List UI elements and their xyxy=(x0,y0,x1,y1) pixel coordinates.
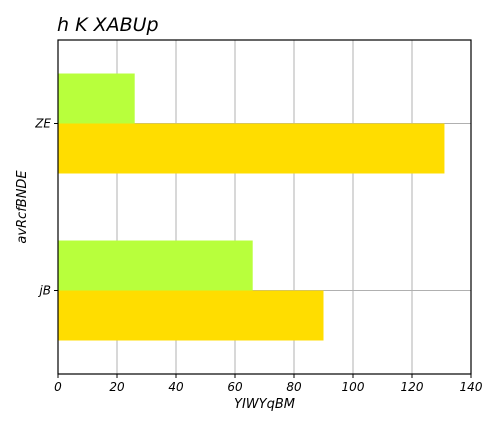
x-tick-label: 20 xyxy=(109,380,125,394)
x-tick-label: 60 xyxy=(227,380,243,394)
bar-series-1-ZE xyxy=(58,73,135,124)
x-tick-label: 140 xyxy=(460,380,483,394)
bar-series-1-jB xyxy=(58,240,253,291)
plot-frame xyxy=(57,39,472,375)
x-axis-label: YIWYqBM xyxy=(234,397,295,412)
axis-ticks: 0 20 40 60 80 100 120 140 ZE jB xyxy=(34,117,483,395)
y-tick-label: ZE xyxy=(34,117,51,131)
x-tick-label: 80 xyxy=(286,380,302,394)
x-tick-label: 100 xyxy=(342,380,365,394)
y-tick-label: jB xyxy=(37,284,51,298)
bar-series-2-ZE xyxy=(58,123,445,174)
bars xyxy=(58,73,445,341)
bar-series-2-jB xyxy=(58,290,324,341)
x-tick-label: 0 xyxy=(54,380,62,394)
x-tick-label: 120 xyxy=(401,380,424,394)
chart-title: h K XABUp xyxy=(57,14,159,36)
y-axis-label: avRcfBNDE xyxy=(15,170,30,244)
x-tick-label: 40 xyxy=(168,380,184,394)
